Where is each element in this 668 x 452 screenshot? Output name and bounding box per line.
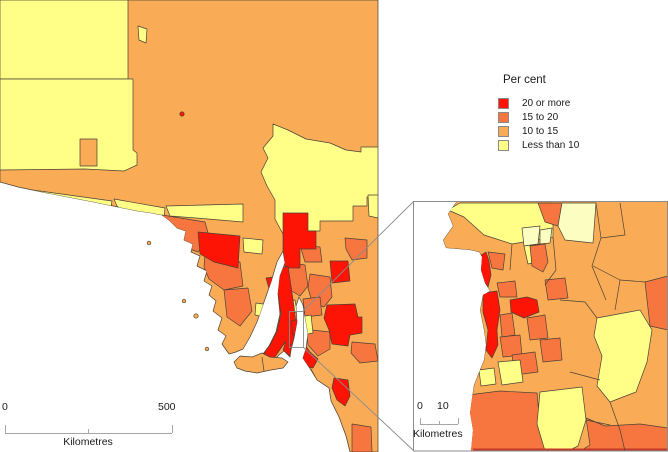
inset-scalebar-tick <box>420 418 421 424</box>
source-extent-box <box>289 311 304 348</box>
inset-scalebar-start: 0 <box>417 400 423 412</box>
connector-line-bottom <box>302 346 414 451</box>
inset-scalebar-line <box>420 418 458 425</box>
main-scalebar-end: 500 <box>158 401 176 413</box>
legend-item: 15 to 20 <box>498 112 579 123</box>
inset-scalebar-unit: Kilometres <box>413 428 463 440</box>
inset-scalebar-tick <box>458 418 459 424</box>
inset-regions <box>447 202 668 451</box>
inset-scalebar-tick <box>439 421 440 424</box>
main-map <box>0 0 379 452</box>
main-scalebar-start: 0 <box>2 401 8 413</box>
legend-label: Less than 10 <box>522 140 580 151</box>
main-scalebar-tick <box>172 425 173 433</box>
legend-label: 15 to 20 <box>522 112 559 123</box>
legend: Per cent 20 or more 15 to 20 10 to 15 Le… <box>498 74 579 154</box>
connector-line-top <box>302 201 414 312</box>
main-scalebar-tick <box>5 425 6 433</box>
inset-scalebar-end: 10 <box>437 400 449 412</box>
legend-swatch-less-than-10 <box>498 140 509 151</box>
legend-item: 10 to 15 <box>498 126 579 137</box>
legend-title: Per cent <box>503 74 546 86</box>
inset-map <box>413 201 668 452</box>
kangaroo-island <box>233 352 289 374</box>
legend-label: 20 or more <box>522 98 571 109</box>
legend-swatch-20-or-more <box>498 98 509 109</box>
legend-item: Less than 10 <box>498 140 579 151</box>
coastal-islets <box>146 240 210 352</box>
legend-item: 20 or more <box>498 98 579 109</box>
legend-label: 10 to 15 <box>522 126 559 137</box>
main-scalebar-unit: Kilometres <box>63 436 113 448</box>
legend-swatch-15-to-20 <box>498 112 509 123</box>
main-scalebar-line <box>5 425 172 434</box>
legend-swatch-10-to-15 <box>498 126 509 137</box>
main-scalebar-tick <box>88 429 89 433</box>
